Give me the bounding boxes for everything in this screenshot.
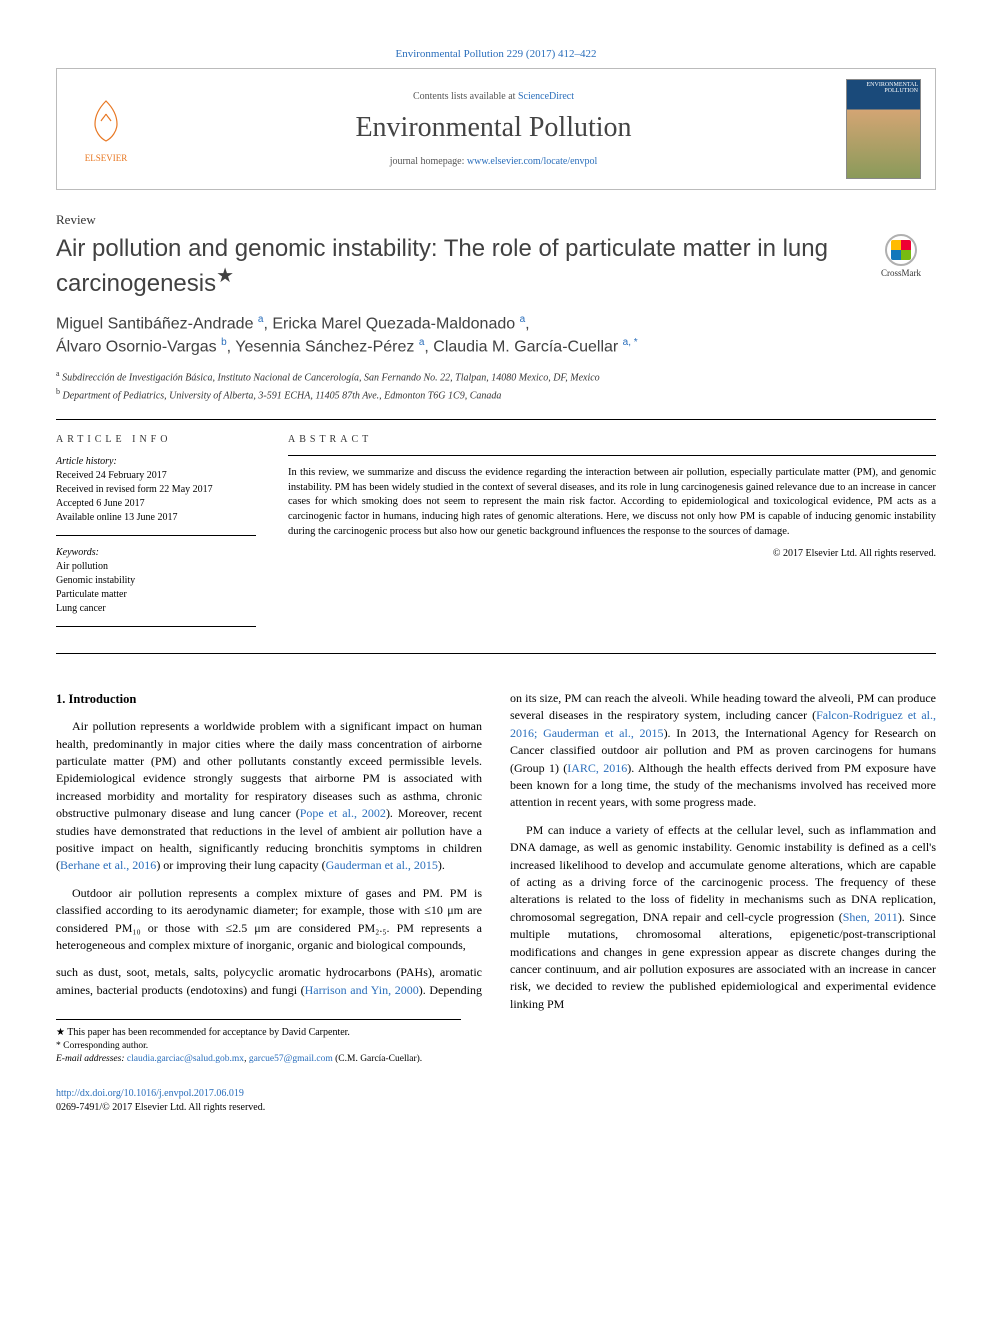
cite-shen-2011[interactable]: Shen, 2011 <box>843 910 898 924</box>
contents-line: Contents lists available at ScienceDirec… <box>141 91 846 102</box>
author-5-aff: a, * <box>623 337 638 348</box>
footnotes: ★ This paper has been recommended for ac… <box>56 1019 461 1067</box>
title-text: Air pollution and genomic instability: T… <box>56 235 828 297</box>
footer: http://dx.doi.org/10.1016/j.envpol.2017.… <box>56 1087 936 1115</box>
authors-list: Miguel Santibáñez-Andrade a, Ericka Mare… <box>56 313 936 358</box>
contents-prefix: Contents lists available at <box>413 91 518 102</box>
keywords-label: Keywords: <box>56 546 256 560</box>
keyword-2: Genomic instability <box>56 574 256 588</box>
date-revised: Received in revised form 22 May 2017 <box>56 483 256 497</box>
email-1[interactable]: claudia.garciac@salud.gob.mx <box>127 1054 244 1064</box>
issn-copyright: 0269-7491/© 2017 Elsevier Ltd. All right… <box>56 1102 265 1113</box>
date-received: Received 24 February 2017 <box>56 469 256 483</box>
article-type: Review <box>56 212 936 228</box>
cite-harrison-2000[interactable]: Harrison and Yin, 2000 <box>305 983 419 997</box>
email-2[interactable]: garcue57@gmail.com <box>249 1054 333 1064</box>
email-tail: (C.M. García-Cuellar). <box>333 1054 422 1064</box>
cite-gauderman-2015[interactable]: Gauderman et al., 2015 <box>326 858 438 872</box>
affiliations: a Subdirección de Investigación Básica, … <box>56 368 936 403</box>
abstract-copyright: © 2017 Elsevier Ltd. All rights reserved… <box>288 548 936 559</box>
keyword-1: Air pollution <box>56 560 256 574</box>
abstract-heading: ABSTRACT <box>288 434 936 445</box>
author-3: Álvaro Osornio-Vargas <box>56 338 221 355</box>
homepage-link[interactable]: www.elsevier.com/locate/envpol <box>467 156 597 167</box>
date-online: Available online 13 June 2017 <box>56 511 256 525</box>
section-divider-2 <box>56 653 936 654</box>
sciencedirect-link[interactable]: ScienceDirect <box>518 91 574 102</box>
article-info-heading: ARTICLE INFO <box>56 434 256 445</box>
article-title: Air pollution and genomic instability: T… <box>56 234 852 299</box>
keyword-3: Particulate matter <box>56 588 256 602</box>
para-2: Outdoor air pollution represents a compl… <box>56 885 482 955</box>
journal-name: Environmental Pollution <box>141 112 846 144</box>
journal-cover-thumbnail: ENVIRONMENTAL POLLUTION <box>846 79 921 179</box>
section-divider <box>56 419 936 420</box>
affiliation-a: Subdirección de Investigación Básica, In… <box>62 373 600 384</box>
cite-iarc-2016[interactable]: IARC, 2016 <box>567 761 627 775</box>
abstract-column: ABSTRACT In this review, we summarize an… <box>288 434 936 637</box>
author-5: , Claudia M. García-Cuellar <box>424 338 622 355</box>
history-label: Article history: <box>56 455 256 469</box>
footnote-star: ★ This paper has been recommended for ac… <box>56 1026 461 1040</box>
author-1: Miguel Santibáñez-Andrade <box>56 315 258 332</box>
journal-header-box: ELSEVIER Contents lists available at Sci… <box>56 68 936 190</box>
elsevier-tree-icon <box>71 96 141 153</box>
author-4: , Yesennia Sánchez-Pérez <box>227 338 419 355</box>
para-4: PM can induce a variety of effects at th… <box>510 822 936 1013</box>
elsevier-label: ELSEVIER <box>71 153 141 163</box>
para-1: Air pollution represents a worldwide pro… <box>56 718 482 875</box>
homepage-label: journal homepage: <box>390 156 467 167</box>
footnote-emails: E-mail addresses: claudia.garciac@salud.… <box>56 1053 461 1066</box>
crossmark-widget[interactable]: CrossMark <box>866 234 936 278</box>
body-columns: 1. Introduction Air pollution represents… <box>56 690 936 1013</box>
author-2: , Ericka Marel Quezada-Maldonado <box>263 315 519 332</box>
crossmark-label: CrossMark <box>866 268 936 278</box>
section-1-heading: 1. Introduction <box>56 690 482 708</box>
footnote-corresponding: * Corresponding author. <box>56 1040 461 1053</box>
crossmark-icon <box>885 234 917 266</box>
title-footnote-star: ★ <box>216 265 234 287</box>
keyword-4: Lung cancer <box>56 602 256 616</box>
author-sep: , <box>525 315 529 332</box>
date-accepted: Accepted 6 June 2017 <box>56 497 256 511</box>
cite-berhane-2016[interactable]: Berhane et al., 2016 <box>60 858 156 872</box>
affiliation-b: Department of Pediatrics, University of … <box>63 390 502 401</box>
journal-homepage: journal homepage: www.elsevier.com/locat… <box>141 156 846 167</box>
elsevier-logo: ELSEVIER <box>71 96 141 163</box>
cite-pope-2002[interactable]: Pope et al., 2002 <box>300 806 386 820</box>
article-info-column: ARTICLE INFO Article history: Received 2… <box>56 434 256 637</box>
abstract-text: In this review, we summarize and discuss… <box>288 455 936 539</box>
citation-header: Environmental Pollution 229 (2017) 412–4… <box>56 48 936 60</box>
doi-link[interactable]: http://dx.doi.org/10.1016/j.envpol.2017.… <box>56 1088 244 1099</box>
email-label: E-mail addresses: <box>56 1054 127 1064</box>
